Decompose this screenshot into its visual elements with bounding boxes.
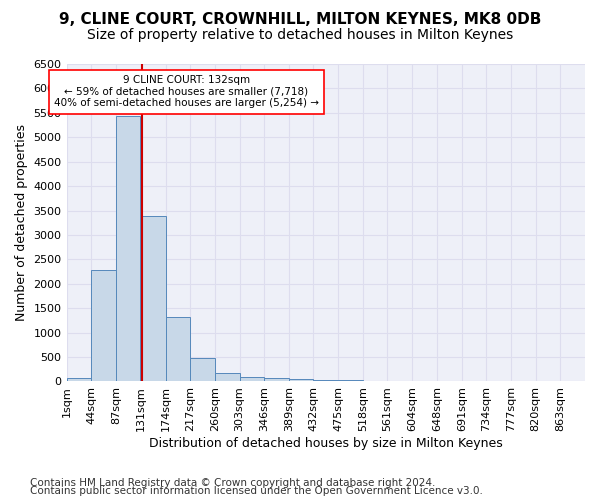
Text: 9, CLINE COURT, CROWNHILL, MILTON KEYNES, MK8 0DB: 9, CLINE COURT, CROWNHILL, MILTON KEYNES… xyxy=(59,12,541,28)
Bar xyxy=(313,380,338,382)
Text: 9 CLINE COURT: 132sqm
← 59% of detached houses are smaller (7,718)
40% of semi-d: 9 CLINE COURT: 132sqm ← 59% of detached … xyxy=(54,75,319,108)
Bar xyxy=(363,380,388,382)
Bar xyxy=(116,116,140,382)
Bar xyxy=(67,378,91,382)
Y-axis label: Number of detached properties: Number of detached properties xyxy=(15,124,28,321)
Bar xyxy=(190,358,215,382)
Text: Size of property relative to detached houses in Milton Keynes: Size of property relative to detached ho… xyxy=(87,28,513,42)
Bar xyxy=(141,216,166,382)
Text: Contains public sector information licensed under the Open Government Licence v3: Contains public sector information licen… xyxy=(30,486,483,496)
Bar xyxy=(239,378,264,382)
Bar xyxy=(264,378,289,382)
Text: Contains HM Land Registry data © Crown copyright and database right 2024.: Contains HM Land Registry data © Crown c… xyxy=(30,478,436,488)
Bar xyxy=(215,374,239,382)
Bar xyxy=(338,380,363,382)
Bar xyxy=(166,318,190,382)
X-axis label: Distribution of detached houses by size in Milton Keynes: Distribution of detached houses by size … xyxy=(149,437,503,450)
Bar xyxy=(91,270,116,382)
Bar xyxy=(289,379,313,382)
